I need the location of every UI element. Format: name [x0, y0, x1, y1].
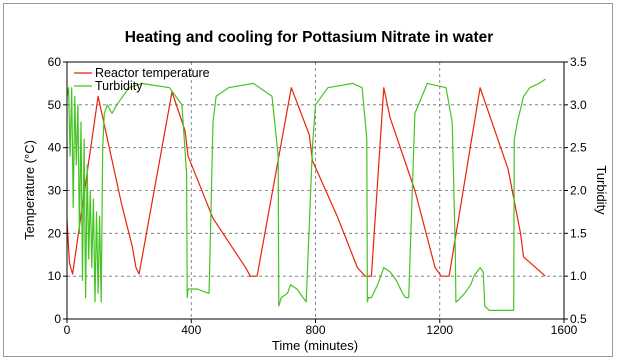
x-tick-label: 1200 [426, 323, 453, 337]
ticks-group: 0 400 800 1200 1600 0 10 20 30 40 50 60 0.5 1.0 1.5 2.0… [48, 55, 587, 337]
y2-tick-label: 2.0 [570, 184, 587, 198]
grid-lines [67, 62, 564, 319]
y2-axis-label: Turbidity [594, 165, 609, 215]
x-axis-label: Time (minutes) [272, 338, 358, 353]
series-group [66, 78, 546, 311]
x-tick-label: 1600 [551, 323, 578, 337]
y2-tick-label: 3.5 [570, 55, 587, 69]
chart-svg: Heating and cooling for Pottasium Nitrat… [22, 29, 609, 353]
x-tick-label: 400 [181, 323, 201, 337]
y-tick-label: 50 [48, 98, 62, 112]
y2-tick-label: 3.0 [570, 98, 587, 112]
y2-tick-label: 2.5 [570, 141, 587, 155]
x-tick-label: 800 [305, 323, 325, 337]
series-line-turbidity [66, 78, 546, 311]
y2-tick-label: 0.5 [570, 312, 587, 326]
chart-frame: Heating and cooling for Pottasium Nitrat… [3, 3, 613, 357]
y-axis-label: Temperature (°C) [22, 140, 37, 240]
legend: Reactor temperature Turbidity [74, 66, 210, 93]
y2-tick-label: 1.5 [570, 226, 587, 240]
series-line-reactor-temperature [66, 87, 546, 277]
y-tick-label: 20 [48, 226, 62, 240]
x-tick-label: 0 [64, 323, 71, 337]
y-tick-label: 60 [48, 55, 62, 69]
legend-label-turbidity: Turbidity [95, 79, 143, 93]
chart-title: Heating and cooling for Pottasium Nitrat… [125, 29, 494, 46]
y-tick-label: 0 [54, 312, 61, 326]
legend-label-reactor: Reactor temperature [95, 66, 210, 80]
y-tick-label: 30 [48, 184, 62, 198]
y2-tick-label: 1.0 [570, 269, 587, 283]
y-tick-label: 40 [48, 141, 62, 155]
y-tick-label: 10 [48, 269, 62, 283]
